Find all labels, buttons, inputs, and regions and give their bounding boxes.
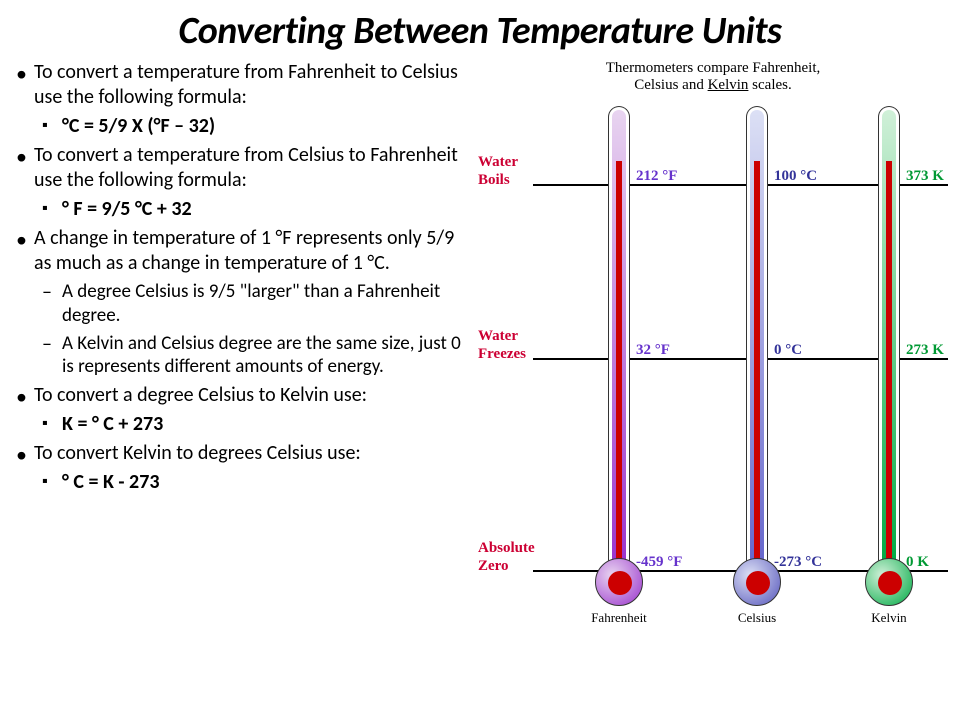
label-water: Water [478,154,518,171]
thermometer-name-fahrenheit: Fahrenheit [579,610,659,626]
formula-text: K = ° C + 273 [62,412,163,436]
temp-value-celsius-0: 100 °C [774,168,817,185]
temp-value-fahrenheit-2: -459 °F [636,554,682,571]
bullet-text: To convert a temperature from Fahrenheit… [34,60,458,109]
label-water2: Water [478,328,518,345]
bulb-fluid [608,571,632,595]
bulb-fluid [746,571,770,595]
bullet: To convert Kelvin to degrees Celsius use… [34,441,468,495]
temp-value-kelvin-0: 373 K [906,168,944,185]
temp-value-celsius-1: 0 °C [774,342,802,359]
formula-text: ° F = 9/5 °C + 32 [62,197,192,221]
thermometer-fluid [616,161,622,566]
bullet-text: To convert Kelvin to degrees Celsius use… [34,441,361,465]
bullet-list: To convert a temperature from Fahrenheit… [12,60,468,495]
slide: Converting Between Temperature Units To … [0,0,960,720]
bullet: To convert a temperature from Celsius to… [34,143,468,222]
formula: °C = 5/9 X (°F – 32) [62,114,468,139]
temp-value-kelvin-2: 0 K [906,554,929,571]
temp-value-fahrenheit-0: 212 °F [636,168,677,185]
bullet: To convert a degree Celsius to Kelvin us… [34,383,468,437]
label-absolute: Absolute [478,540,535,557]
thermometer-fluid [886,161,892,566]
thermometer-tube-celsius [746,106,768,566]
formula-text: °C = 5/9 X (°F – 32) [62,114,215,138]
temp-value-celsius-2: -273 °C [774,554,822,571]
thermometer-diagram: Thermometers compare Fahrenheit,Celsius … [478,60,948,680]
thermometer-tube-fahrenheit [608,106,630,566]
bullet-text: A change in temperature of 1 °F represen… [34,226,454,275]
bullet: A change in temperature of 1 °F represen… [34,226,468,379]
formula: ° C = K - 273 [62,470,468,495]
sub-bullet: A Kelvin and Celsius degree are the same… [62,332,468,380]
formula: K = ° C + 273 [62,412,468,437]
label-freezes: Freezes [478,346,526,363]
formula-text: ° C = K - 273 [62,470,159,494]
formula: ° F = 9/5 °C + 32 [62,197,468,222]
thermometer-tube-kelvin [878,106,900,566]
bullet: To convert a temperature from Fahrenheit… [34,60,468,139]
bullet-text: To convert a degree Celsius to Kelvin us… [34,383,367,407]
bullet-text: To convert a temperature from Celsius to… [34,143,458,192]
label-zero: Zero [478,558,509,575]
thermometer-fluid [754,161,760,566]
sub-bullet: A degree Celsius is 9/5 "larger" than a … [62,280,468,328]
diagram-column: Thermometers compare Fahrenheit,Celsius … [478,60,948,680]
thermometer-name-celsius: Celsius [717,610,797,626]
temp-value-fahrenheit-1: 32 °F [636,342,670,359]
text-column: To convert a temperature from Fahrenheit… [12,60,468,680]
label-boils: Boils [478,172,510,189]
diagram-caption: Thermometers compare Fahrenheit,Celsius … [478,60,948,94]
bulb-fluid [878,571,902,595]
temp-value-kelvin-1: 273 K [906,342,944,359]
slide-content: To convert a temperature from Fahrenheit… [12,60,948,680]
thermometer-name-kelvin: Kelvin [849,610,929,626]
slide-title: Converting Between Temperature Units [12,8,948,54]
